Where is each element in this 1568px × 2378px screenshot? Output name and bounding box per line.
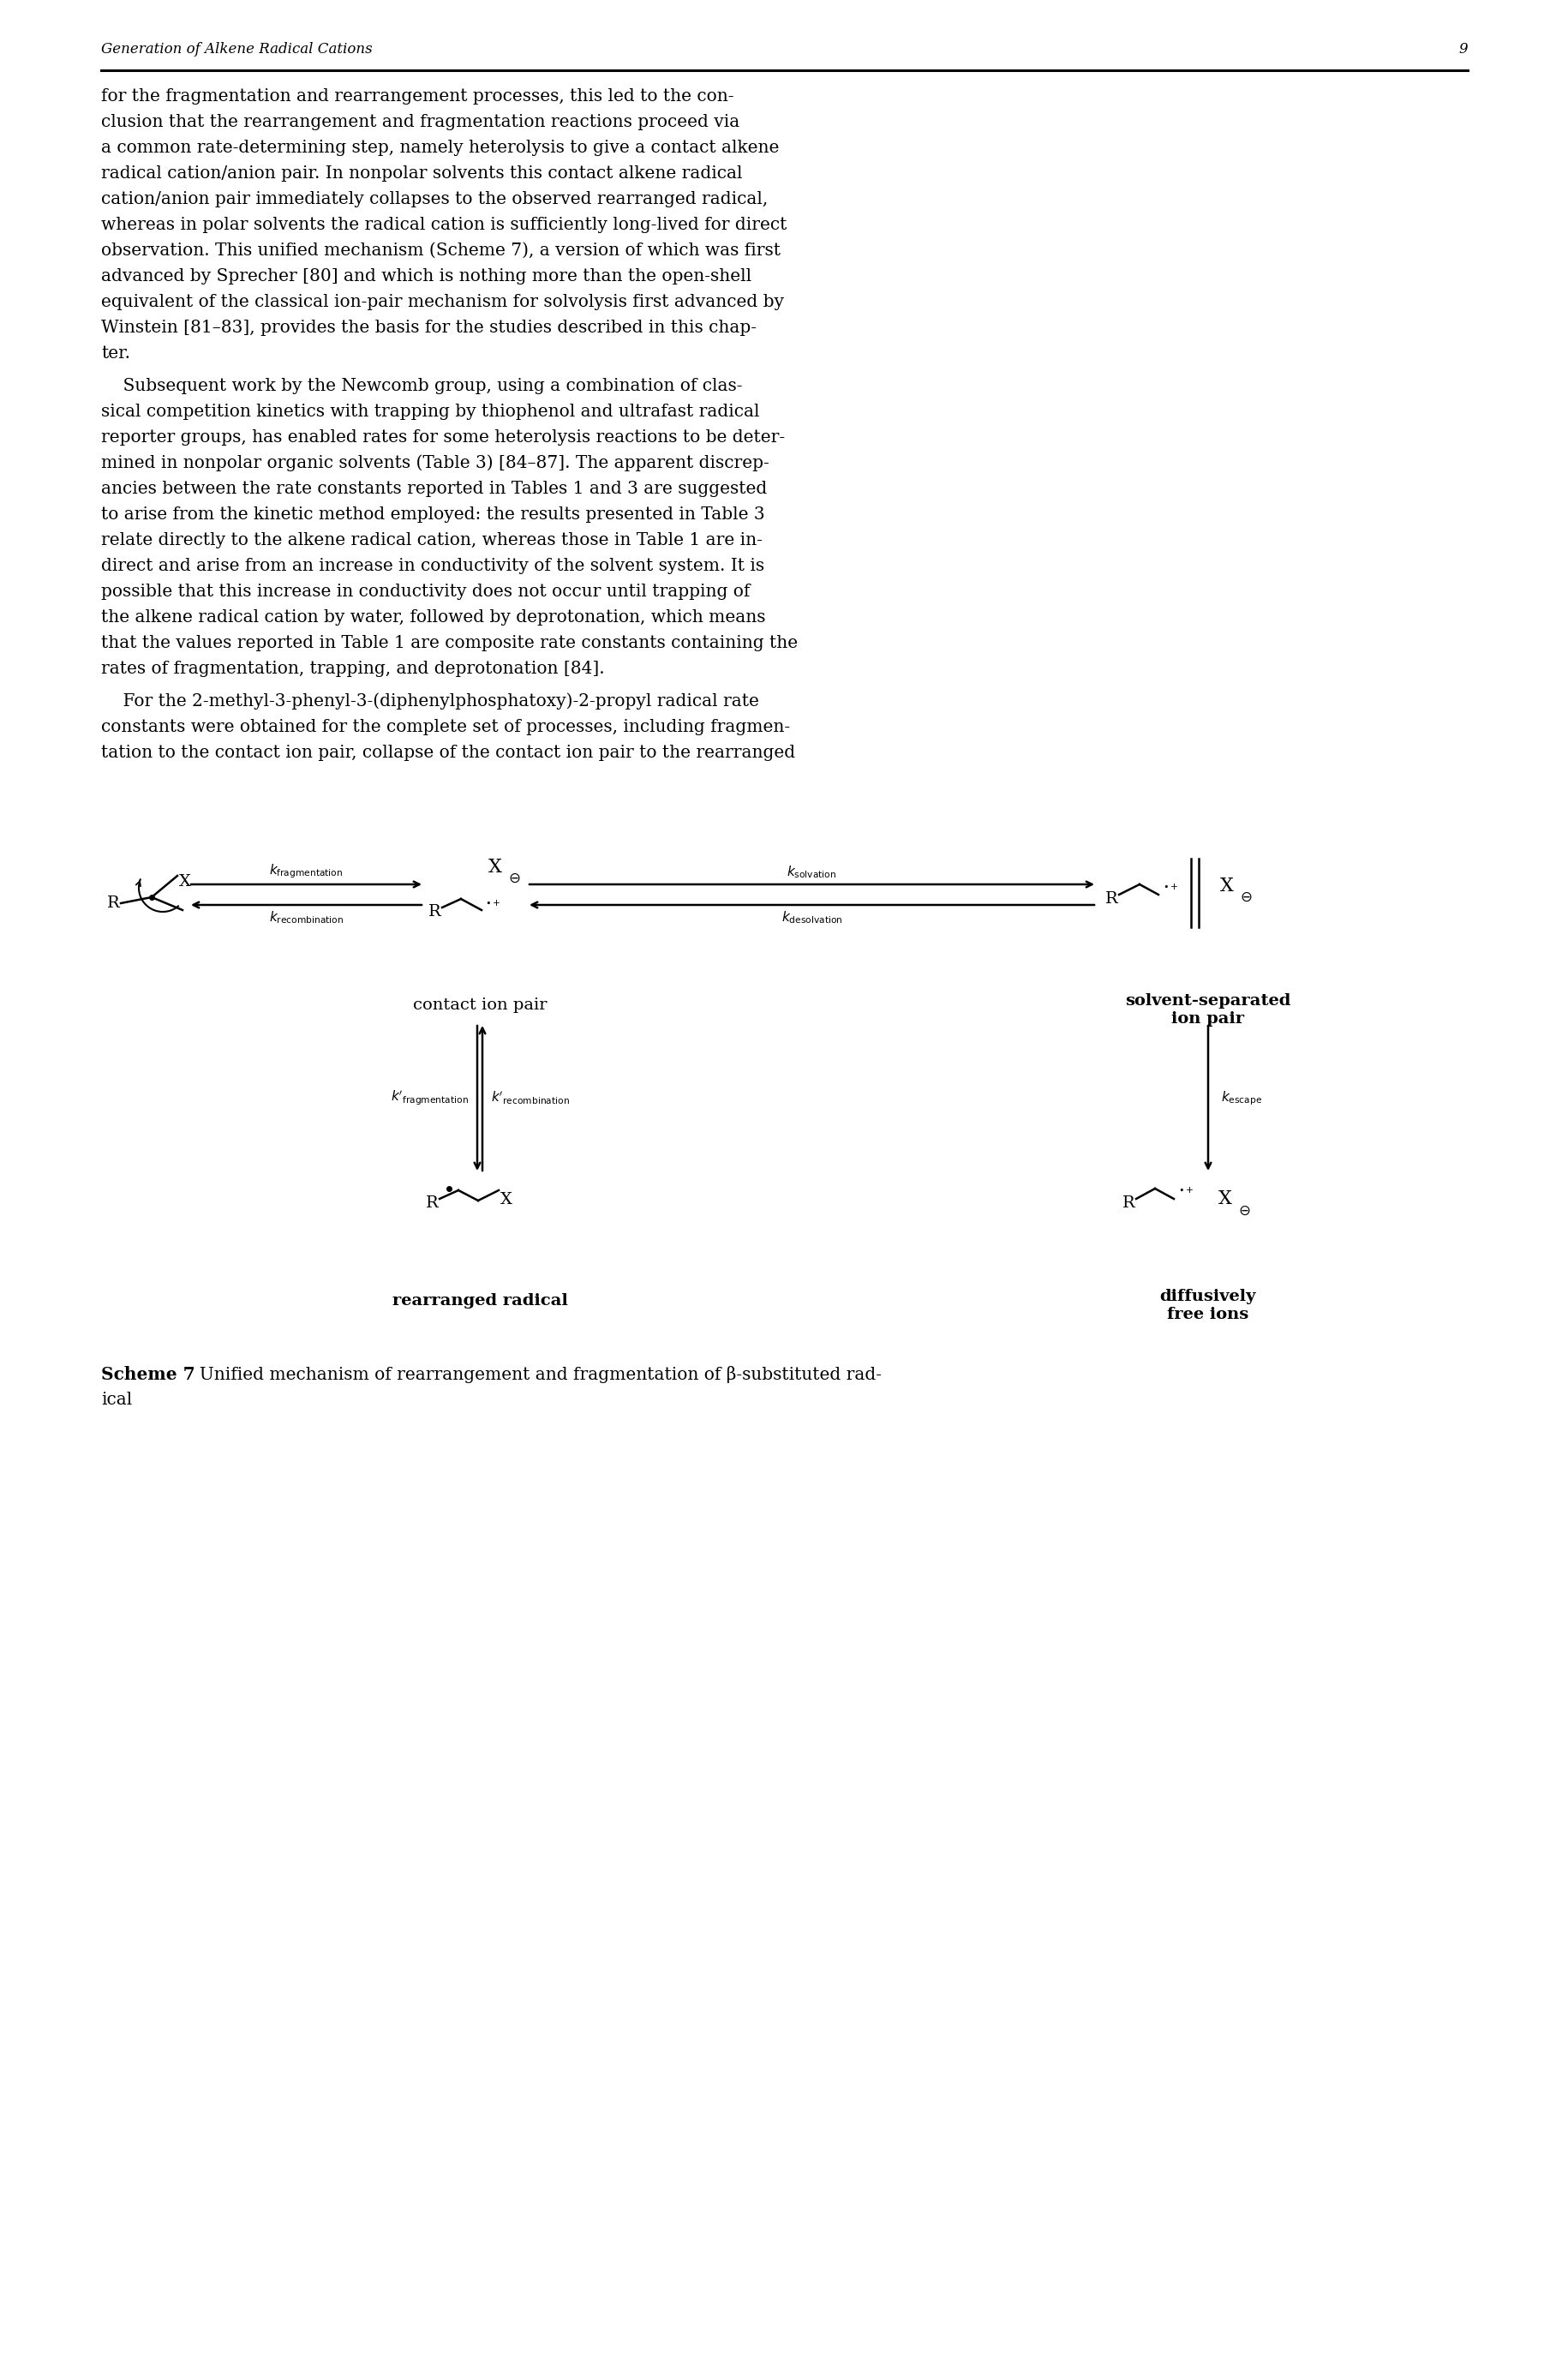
Text: ical: ical (100, 1391, 132, 1408)
Text: $k_\mathrm{escape}$: $k_\mathrm{escape}$ (1220, 1089, 1262, 1108)
Text: For the 2-methyl-3-phenyl-3-(diphenylphosphatoxy)-2-propyl radical rate: For the 2-methyl-3-phenyl-3-(diphenylpho… (100, 692, 759, 709)
Text: relate directly to the alkene radical cation, whereas those in Table 1 are in-: relate directly to the alkene radical ca… (100, 533, 762, 549)
Text: constants were obtained for the complete set of processes, including fragmen-: constants were obtained for the complete… (100, 718, 790, 735)
Text: diffusively
free ions: diffusively free ions (1159, 1289, 1256, 1322)
Text: $k_\mathrm{fragmentation}$: $k_\mathrm{fragmentation}$ (270, 863, 343, 880)
Text: R: R (107, 897, 119, 911)
Text: $^{\bullet+}$: $^{\bullet+}$ (485, 899, 500, 911)
Text: Generation of Alkene Radical Cations: Generation of Alkene Radical Cations (100, 43, 372, 57)
Text: $k_\mathrm{desolvation}$: $k_\mathrm{desolvation}$ (781, 908, 842, 925)
Text: equivalent of the classical ion-pair mechanism for solvolysis first advanced by: equivalent of the classical ion-pair mec… (100, 295, 784, 309)
Text: R: R (426, 1196, 439, 1210)
Text: X: X (1220, 877, 1232, 897)
Text: clusion that the rearrangement and fragmentation reactions proceed via: clusion that the rearrangement and fragm… (100, 114, 739, 131)
Text: X: X (1218, 1189, 1231, 1208)
Text: a common rate-determining step, namely heterolysis to give a contact alkene: a common rate-determining step, namely h… (100, 140, 779, 157)
Text: reporter groups, has enabled rates for some heterolysis reactions to be deter-: reporter groups, has enabled rates for s… (100, 430, 784, 445)
Text: Winstein [81–83], provides the basis for the studies described in this chap-: Winstein [81–83], provides the basis for… (100, 319, 756, 335)
Text: Unified mechanism of rearrangement and fragmentation of β-substituted rad-: Unified mechanism of rearrangement and f… (188, 1365, 881, 1384)
Text: X: X (179, 875, 191, 889)
Text: $k_\mathrm{recombination}$: $k_\mathrm{recombination}$ (268, 908, 343, 925)
Text: mined in nonpolar organic solvents (Table 3) [84–87]. The apparent discrep-: mined in nonpolar organic solvents (Tabl… (100, 454, 768, 471)
Text: possible that this increase in conductivity does not occur until trapping of: possible that this increase in conductiv… (100, 583, 750, 599)
Text: observation. This unified mechanism (Scheme 7), a version of which was first: observation. This unified mechanism (Sch… (100, 243, 781, 259)
Text: for the fragmentation and rearrangement processes, this led to the con-: for the fragmentation and rearrangement … (100, 88, 734, 105)
Text: X: X (500, 1191, 513, 1208)
Text: that the values reported in Table 1 are composite rate constants containing the: that the values reported in Table 1 are … (100, 635, 798, 652)
Text: radical cation/anion pair. In nonpolar solvents this contact alkene radical: radical cation/anion pair. In nonpolar s… (100, 166, 742, 181)
Text: Subsequent work by the Newcomb group, using a combination of clas-: Subsequent work by the Newcomb group, us… (100, 378, 742, 395)
Text: the alkene radical cation by water, followed by deprotonation, which means: the alkene radical cation by water, foll… (100, 609, 765, 625)
Text: sical competition kinetics with trapping by thiophenol and ultrafast radical: sical competition kinetics with trapping… (100, 404, 759, 421)
Text: R: R (1123, 1196, 1135, 1210)
Text: R: R (1105, 892, 1118, 906)
Text: $k'_\mathrm{recombination}$: $k'_\mathrm{recombination}$ (491, 1089, 569, 1106)
Text: advanced by Sprecher [80] and which is nothing more than the open-shell: advanced by Sprecher [80] and which is n… (100, 269, 751, 285)
Text: $k_\mathrm{solvation}$: $k_\mathrm{solvation}$ (787, 863, 836, 880)
Text: X: X (488, 858, 502, 877)
Text: $\ominus$: $\ominus$ (508, 870, 521, 887)
Text: $^{\bullet+}$: $^{\bullet+}$ (1162, 882, 1178, 897)
Text: R: R (428, 904, 441, 920)
Text: $k'_\mathrm{fragmentation}$: $k'_\mathrm{fragmentation}$ (390, 1089, 469, 1108)
Text: ter.: ter. (100, 345, 130, 361)
Text: contact ion pair: contact ion pair (412, 996, 547, 1013)
Text: ancies between the rate constants reported in Tables 1 and 3 are suggested: ancies between the rate constants report… (100, 480, 767, 497)
Text: 9: 9 (1458, 43, 1468, 57)
Text: whereas in polar solvents the radical cation is sufficiently long-lived for dire: whereas in polar solvents the radical ca… (100, 216, 787, 233)
Text: tation to the contact ion pair, collapse of the contact ion pair to the rearrang: tation to the contact ion pair, collapse… (100, 744, 795, 761)
Text: $^{\bullet+}$: $^{\bullet+}$ (1178, 1187, 1193, 1199)
Text: to arise from the kinetic method employed: the results presented in Table 3: to arise from the kinetic method employe… (100, 507, 765, 523)
Text: rearranged radical: rearranged radical (392, 1294, 568, 1308)
Text: $\ominus$: $\ominus$ (1237, 1203, 1250, 1218)
Text: solvent-separated
ion pair: solvent-separated ion pair (1124, 994, 1290, 1027)
Text: $\ominus$: $\ominus$ (1239, 889, 1251, 906)
Text: rates of fragmentation, trapping, and deprotonation [84].: rates of fragmentation, trapping, and de… (100, 661, 604, 678)
Text: direct and arise from an increase in conductivity of the solvent system. It is: direct and arise from an increase in con… (100, 559, 764, 573)
Text: cation/anion pair immediately collapses to the observed rearranged radical,: cation/anion pair immediately collapses … (100, 190, 767, 207)
Text: Scheme 7: Scheme 7 (100, 1365, 194, 1384)
